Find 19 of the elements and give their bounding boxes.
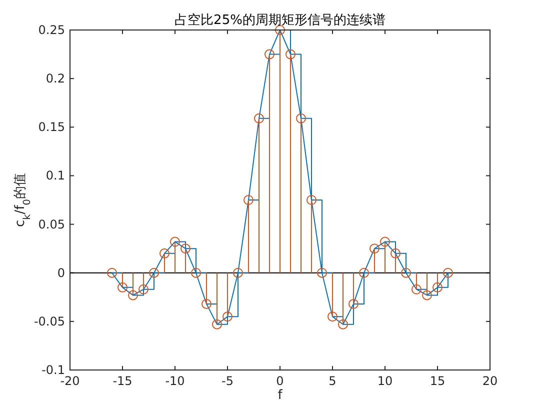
chart-title: 占空比25%的周期矩形信号的连续谱: [174, 13, 386, 28]
y-tick-label: 0.2: [46, 72, 65, 86]
x-tick-label: -10: [165, 374, 185, 388]
x-tick-label: 0: [276, 374, 284, 388]
y-tick-label: 0.15: [38, 120, 65, 134]
x-tick-label: -15: [112, 374, 132, 388]
x-tick-label: 15: [430, 374, 446, 388]
x-tick-label: -5: [222, 374, 234, 388]
y-tick-label: 0: [57, 266, 65, 280]
x-tick-label: -20: [60, 374, 80, 388]
y-tick-label: -0.1: [42, 363, 65, 377]
y-tick-label: 0.25: [38, 23, 65, 37]
x-tick-label: 5: [328, 374, 336, 388]
x-axis-title: f: [278, 388, 283, 403]
y-tick-label: -0.05: [34, 314, 65, 328]
y-tick-label: 0.1: [46, 168, 65, 183]
x-tick-label: 20: [482, 374, 498, 388]
x-tick-label: 10: [377, 374, 393, 388]
y-tick-label: 0.05: [38, 217, 65, 232]
